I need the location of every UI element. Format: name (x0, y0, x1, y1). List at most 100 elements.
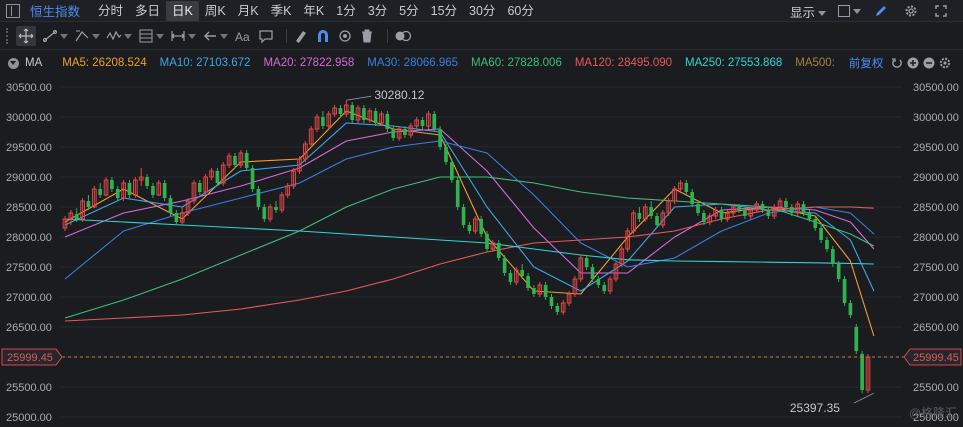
candle-body (74, 214, 79, 219)
chevron-down-icon (92, 33, 100, 39)
channel-tool-icon[interactable] (74, 26, 100, 46)
tab-period[interactable]: 3分 (367, 3, 388, 18)
high-annotation-leader (346, 95, 372, 101)
candle-body (209, 170, 214, 178)
candle-body (450, 162, 454, 180)
eraser-icon[interactable] (293, 26, 309, 46)
period-toolbar: 恒生指数 分时 多日 日K 周K 月K 季K 年K 1分 3分 5分 15分 3… (0, 0, 963, 22)
y-tick-label-left: 30000.00 (6, 112, 52, 124)
candle-body (702, 213, 706, 222)
candle-body (578, 257, 584, 280)
low-annotation-label: 25397.35 (790, 401, 840, 415)
toggle-drawings-icon[interactable] (394, 26, 412, 46)
tab-period[interactable]: 周K (204, 3, 226, 18)
tab-period[interactable]: 1分 (336, 3, 356, 18)
candle-body (655, 216, 659, 225)
candle-body (596, 279, 601, 285)
y-tick-label-left: 27500.00 (6, 262, 52, 274)
chevron-down-icon (156, 33, 164, 39)
comment-tool-icon[interactable] (258, 26, 274, 46)
candle-body (613, 263, 619, 280)
candle-body (250, 168, 255, 189)
candle-body (86, 201, 91, 207)
candle-body (151, 186, 155, 195)
ma10-value: MA10: 27103.672 (159, 57, 251, 69)
current-price-label-right: 25999.45 (913, 352, 959, 364)
gear-icon[interactable] (903, 3, 919, 19)
eye-icon[interactable] (337, 26, 353, 46)
candle-body (607, 278, 613, 292)
candle-body (350, 105, 355, 120)
current-price-label-left: 25999.45 (7, 352, 53, 364)
ma30-value: MA30: 28066.965 (367, 57, 459, 69)
price-adjust-dropdown[interactable]: 前复权 (848, 58, 884, 70)
y-tick-label-right: 26500.00 (913, 322, 959, 334)
ma20-value: MA20: 27822.958 (263, 57, 355, 69)
display-dropdown[interactable]: 显示 (790, 2, 826, 21)
candle-body (68, 212, 74, 220)
candle-body (479, 219, 483, 234)
tab-period[interactable]: 5分 (399, 3, 419, 18)
candle-body (274, 207, 278, 210)
tab-period[interactable]: 30分 (469, 3, 496, 18)
tab-period[interactable]: 年K (303, 3, 325, 18)
tab-period[interactable]: 季K (270, 3, 292, 18)
candle-body (203, 176, 208, 193)
tab-period[interactable]: 多日 (135, 3, 161, 18)
ma-indicator-label[interactable]: MA (25, 57, 43, 69)
measure-tool-icon[interactable] (170, 26, 196, 46)
reset-icon[interactable] (891, 57, 903, 69)
candle-body (297, 158, 302, 172)
candle-body (414, 119, 419, 127)
candle-body (403, 129, 407, 135)
candle-body (520, 270, 524, 276)
fullscreen-icon[interactable] (933, 3, 949, 19)
candle-body (649, 207, 653, 216)
tab-period[interactable]: 月K (237, 3, 259, 18)
fibonacci-tool-icon[interactable] (138, 26, 164, 46)
period-tabs: 分时 多日 日K 周K 月K 季K 年K 1分 3分 5分 15分 30分 60… (92, 0, 540, 22)
arrow-tool-icon[interactable] (202, 26, 228, 46)
y-tick-label-left: 28500.00 (6, 202, 52, 214)
pen-icon[interactable] (873, 3, 889, 19)
y-tick-label-right: 25000.00 (913, 412, 959, 424)
wave-tool-icon[interactable] (106, 26, 132, 46)
tab-period-active[interactable]: 日K (166, 0, 199, 21)
collapse-icon[interactable] (8, 57, 19, 69)
y-tick-label-right: 29000.00 (913, 172, 959, 184)
candle-body (133, 179, 138, 196)
sidebar-toggle-icon[interactable] (6, 3, 20, 18)
ma-line-ma250 (64, 218, 874, 265)
y-tick-label-left: 25500.00 (6, 382, 52, 394)
tab-period[interactable]: 60分 (507, 3, 534, 18)
settings-icon[interactable] (939, 57, 951, 69)
candle-body (444, 147, 448, 162)
candle-body (684, 183, 689, 192)
text-tool-icon[interactable]: Aa (234, 26, 252, 46)
tab-period[interactable]: 分时 (98, 3, 124, 18)
line-tool-icon[interactable] (42, 26, 68, 46)
color-checkbox-dropdown[interactable] (838, 5, 861, 17)
toolbar-grip-icon[interactable] (6, 28, 8, 44)
drawing-toolbar: Aa (0, 23, 963, 50)
zoom-out-icon[interactable] (923, 57, 935, 69)
svg-text:Aa: Aa (235, 30, 250, 44)
candle-body (367, 110, 373, 121)
zoom-in-icon[interactable] (907, 57, 919, 69)
tab-period[interactable]: 15分 (430, 3, 458, 18)
index-name[interactable]: 恒生指数 (30, 5, 81, 19)
candle-body (719, 210, 724, 219)
crosshair-tool-icon[interactable] (16, 26, 36, 46)
candle-body (789, 207, 794, 213)
candle-body (256, 189, 261, 207)
y-tick-label-left: 25000.00 (6, 412, 52, 424)
candle-body (191, 182, 197, 202)
trash-icon[interactable] (359, 26, 375, 46)
candle-body (80, 200, 85, 220)
magnet-icon[interactable] (315, 26, 331, 46)
candle-body (391, 129, 396, 138)
candle-body (748, 209, 754, 217)
y-tick-label-left: 29500.00 (6, 142, 52, 154)
candle-body (807, 213, 812, 219)
